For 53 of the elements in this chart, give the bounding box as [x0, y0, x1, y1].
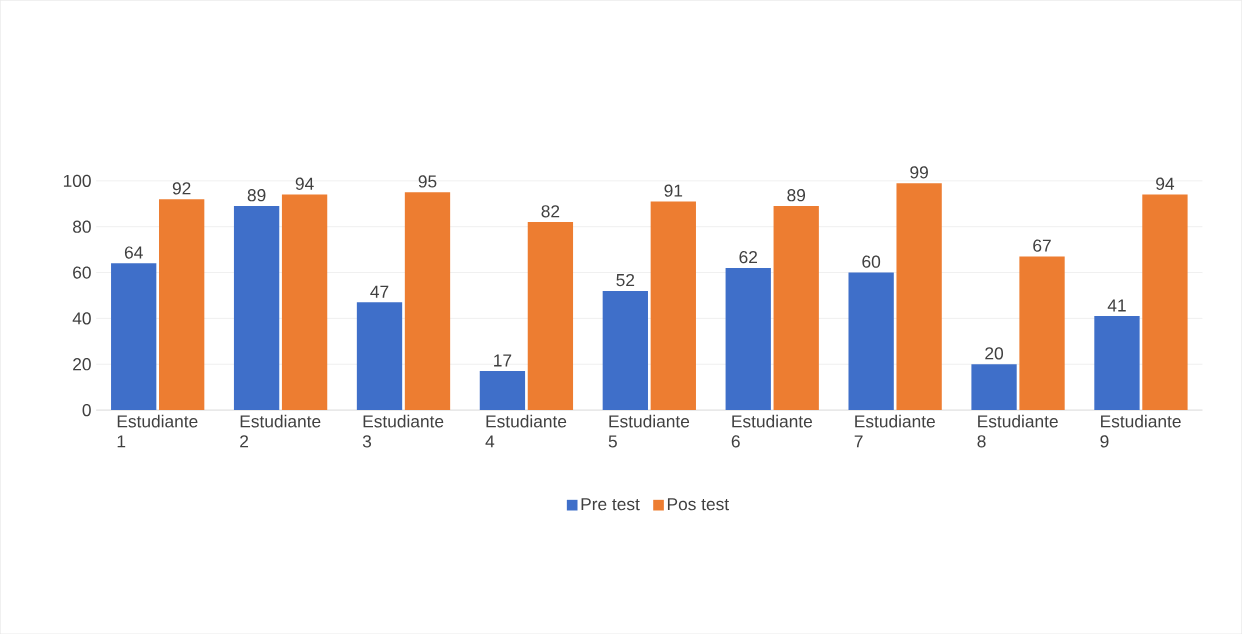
data-label: 17	[494, 354, 512, 367]
x-tick-label: Estudiante 8	[977, 414, 1058, 448]
x-tick-label: Estudiante 2	[240, 414, 321, 448]
bar	[111, 263, 157, 410]
data-label: 95	[418, 175, 437, 188]
bar	[527, 221, 574, 410]
bar	[404, 192, 451, 410]
bar	[725, 267, 771, 410]
x-tick-label: Estudiante 5	[608, 414, 690, 448]
data-label: 94	[1156, 177, 1175, 190]
data-label: 92	[172, 182, 191, 195]
y-tick-label: 40	[72, 312, 91, 325]
x-tick-label: Estudiante 4	[485, 414, 567, 448]
data-label: 67	[1033, 239, 1051, 252]
bar	[848, 272, 894, 410]
bar	[1019, 256, 1065, 410]
data-label: 82	[541, 205, 560, 218]
bar	[650, 201, 696, 410]
legend-label: Pre test	[581, 498, 640, 511]
y-tick-label: 0	[82, 403, 91, 417]
bar	[896, 183, 942, 410]
bar	[971, 364, 1017, 410]
bar	[233, 205, 280, 410]
bar	[773, 205, 819, 410]
data-label: 99	[910, 166, 928, 179]
bar	[281, 194, 328, 410]
data-label: 91	[664, 184, 683, 197]
bar	[1094, 315, 1140, 410]
bar	[479, 370, 526, 410]
data-label: 20	[985, 347, 1004, 360]
data-label: 89	[247, 188, 266, 202]
data-label: 64	[124, 246, 143, 259]
data-label: 47	[370, 285, 389, 298]
x-tick-label: Estudiante 9	[1100, 414, 1181, 448]
y-tick-label: 60	[73, 266, 91, 279]
bar	[602, 290, 648, 410]
x-tick-label: Estudiante 3	[362, 414, 444, 448]
bar	[1142, 194, 1188, 410]
data-label: 60	[862, 255, 881, 268]
bar	[356, 302, 403, 410]
data-label: 89	[787, 188, 806, 202]
x-tick-label: Estudiante 6	[731, 414, 813, 448]
data-label: 62	[739, 250, 757, 264]
x-tick-label: Estudiante 7	[854, 414, 935, 448]
data-label: 94	[295, 177, 314, 190]
y-tick-label: 100	[63, 174, 91, 187]
x-tick-label: Estudiante 1	[117, 414, 198, 448]
y-tick-label: 80	[73, 220, 91, 233]
data-label: 41	[1107, 299, 1126, 312]
legend-label: Pos test	[667, 498, 729, 511]
bar	[159, 199, 205, 410]
y-tick-label: 20	[73, 357, 91, 371]
data-label: 52	[616, 273, 635, 287]
